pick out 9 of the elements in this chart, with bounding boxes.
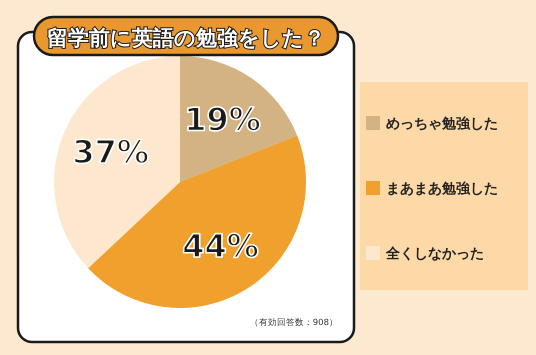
legend-label: 全くしなかった: [385, 246, 484, 262]
data-label: 19%: [184, 100, 261, 138]
data-label: 37%: [72, 132, 149, 171]
text: （有効回答数：908）: [250, 317, 338, 328]
chart-title: 留学前に英語の勉強をした？: [47, 26, 325, 50]
legend-label: めっちゃ勉強した: [386, 116, 498, 132]
data-label: 44%: [182, 226, 259, 265]
pie-slice: [54, 56, 180, 268]
legend-label: まあまあ勉強した: [386, 181, 498, 197]
